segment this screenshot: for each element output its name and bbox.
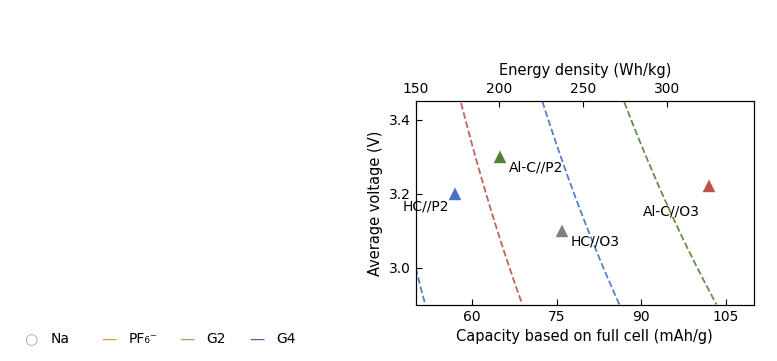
Text: —: — <box>179 332 194 347</box>
Y-axis label: Average voltage (V): Average voltage (V) <box>368 130 383 276</box>
Text: Al-C//O3: Al-C//O3 <box>643 205 700 219</box>
Text: HC//O3: HC//O3 <box>570 235 619 249</box>
Text: Na: Na <box>51 332 69 346</box>
Text: —: — <box>249 332 264 347</box>
X-axis label: Energy density (Wh/kg): Energy density (Wh/kg) <box>499 63 671 78</box>
Text: G4: G4 <box>276 332 295 346</box>
Text: PF₆⁻: PF₆⁻ <box>128 332 158 346</box>
Text: G2: G2 <box>206 332 225 346</box>
Text: Al-C//P2: Al-C//P2 <box>509 160 563 174</box>
Text: —: — <box>101 332 117 347</box>
X-axis label: Capacity based on full cell (mAh/g): Capacity based on full cell (mAh/g) <box>456 330 713 344</box>
Text: HC//P2: HC//P2 <box>403 199 450 213</box>
Text: ○: ○ <box>24 332 38 347</box>
